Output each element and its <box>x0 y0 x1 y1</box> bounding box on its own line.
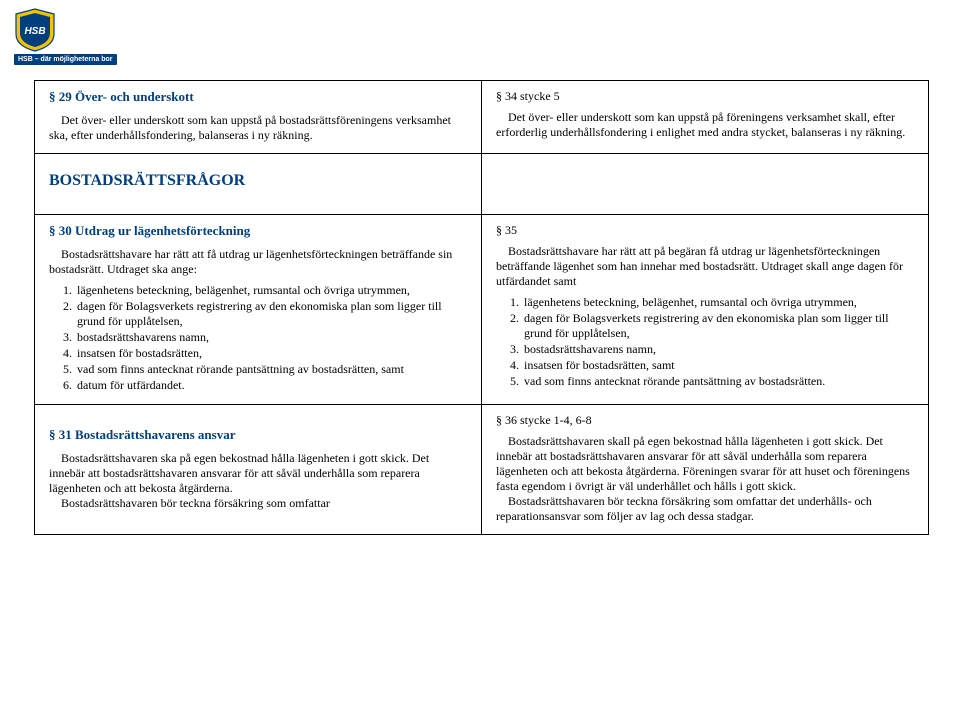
list-item: bostadsrättshavarens namn, <box>75 330 467 345</box>
category-heading: BOSTADSRÄTTSFRÅGOR <box>49 162 467 204</box>
list-item: dagen för Bolagsverkets registrering av … <box>75 299 467 329</box>
table-row: § 29 Över- och underskott Det över- elle… <box>35 81 929 154</box>
list-item: bostadsrättshavarens namn, <box>522 342 914 357</box>
list-item: vad som finns antecknat rörande pantsätt… <box>522 374 914 389</box>
cell-29-left: § 29 Över- och underskott Det över- elle… <box>35 81 482 154</box>
brand-tagline: HSB – där möjligheterna bor <box>14 54 117 65</box>
table-row: BOSTADSRÄTTSFRÅGOR <box>35 154 929 215</box>
section-heading: § 31 Bostadsrättshavarens ansvar <box>49 427 467 443</box>
paragraph: Det över- eller underskott som kan uppst… <box>496 110 914 140</box>
list-item: lägenhetens beteckning, belägenhet, rums… <box>75 283 467 298</box>
document-body: § 29 Över- och underskott Det över- elle… <box>34 80 929 535</box>
paragraph: Bostadsrättshavaren bör teckna försäkrin… <box>496 494 914 524</box>
paragraph: Bostadsrättshavare har rätt att få utdra… <box>49 247 467 277</box>
list-item: insatsen för bostadsrätten, samt <box>522 358 914 373</box>
paragraph: Bostadsrättshavare har rätt att på begär… <box>496 244 914 289</box>
numbered-list: lägenhetens beteckning, belägenhet, rums… <box>75 283 467 393</box>
section-heading: § 30 Utdrag ur lägenhetsförteckning <box>49 223 467 239</box>
section-heading: § 36 stycke 1-4, 6-8 <box>496 413 914 428</box>
list-item: datum för utfärdandet. <box>75 378 467 393</box>
list-item: dagen för Bolagsverkets registrering av … <box>522 311 914 341</box>
cell-31-left: § 31 Bostadsrättshavarens ansvar Bostads… <box>35 405 482 535</box>
cell-34-5-right: § 34 stycke 5 Det över- eller underskott… <box>482 81 929 154</box>
list-item: vad som finns antecknat rörande pantsätt… <box>75 362 467 377</box>
cell-35-right: § 35 Bostadsrättshavare har rätt att på … <box>482 215 929 405</box>
brand-logo: HSB HSB – där möjligheterna bor <box>14 8 117 65</box>
paragraph: Bostadsrättshavaren skall på egen bekost… <box>496 434 914 494</box>
paragraph: Bostadsrättshavaren ska på egen bekostna… <box>49 451 467 496</box>
section-heading: § 34 stycke 5 <box>496 89 914 104</box>
list-item: lägenhetens beteckning, belägenhet, rums… <box>522 295 914 310</box>
bylaws-table: § 29 Över- och underskott Det över- elle… <box>34 80 929 535</box>
table-row: § 31 Bostadsrättshavarens ansvar Bostads… <box>35 405 929 535</box>
category-heading-cell: BOSTADSRÄTTSFRÅGOR <box>35 154 482 215</box>
shield-icon: HSB <box>14 8 56 52</box>
numbered-list: lägenhetens beteckning, belägenhet, rums… <box>522 295 914 389</box>
paragraph: Det över- eller underskott som kan uppst… <box>49 113 467 143</box>
cell-30-left: § 30 Utdrag ur lägenhetsförteckning Bost… <box>35 215 482 405</box>
paragraph: Bostadsrättshavaren bör teckna försäkrin… <box>49 496 467 511</box>
svg-text:HSB: HSB <box>24 26 45 37</box>
section-heading: § 29 Över- och underskott <box>49 89 467 105</box>
table-row: § 30 Utdrag ur lägenhetsförteckning Bost… <box>35 215 929 405</box>
section-heading: § 35 <box>496 223 914 238</box>
cell-36-right: § 36 stycke 1-4, 6-8 Bostadsrättshavaren… <box>482 405 929 535</box>
empty-cell <box>482 154 929 215</box>
list-item: insatsen för bostadsrätten, <box>75 346 467 361</box>
